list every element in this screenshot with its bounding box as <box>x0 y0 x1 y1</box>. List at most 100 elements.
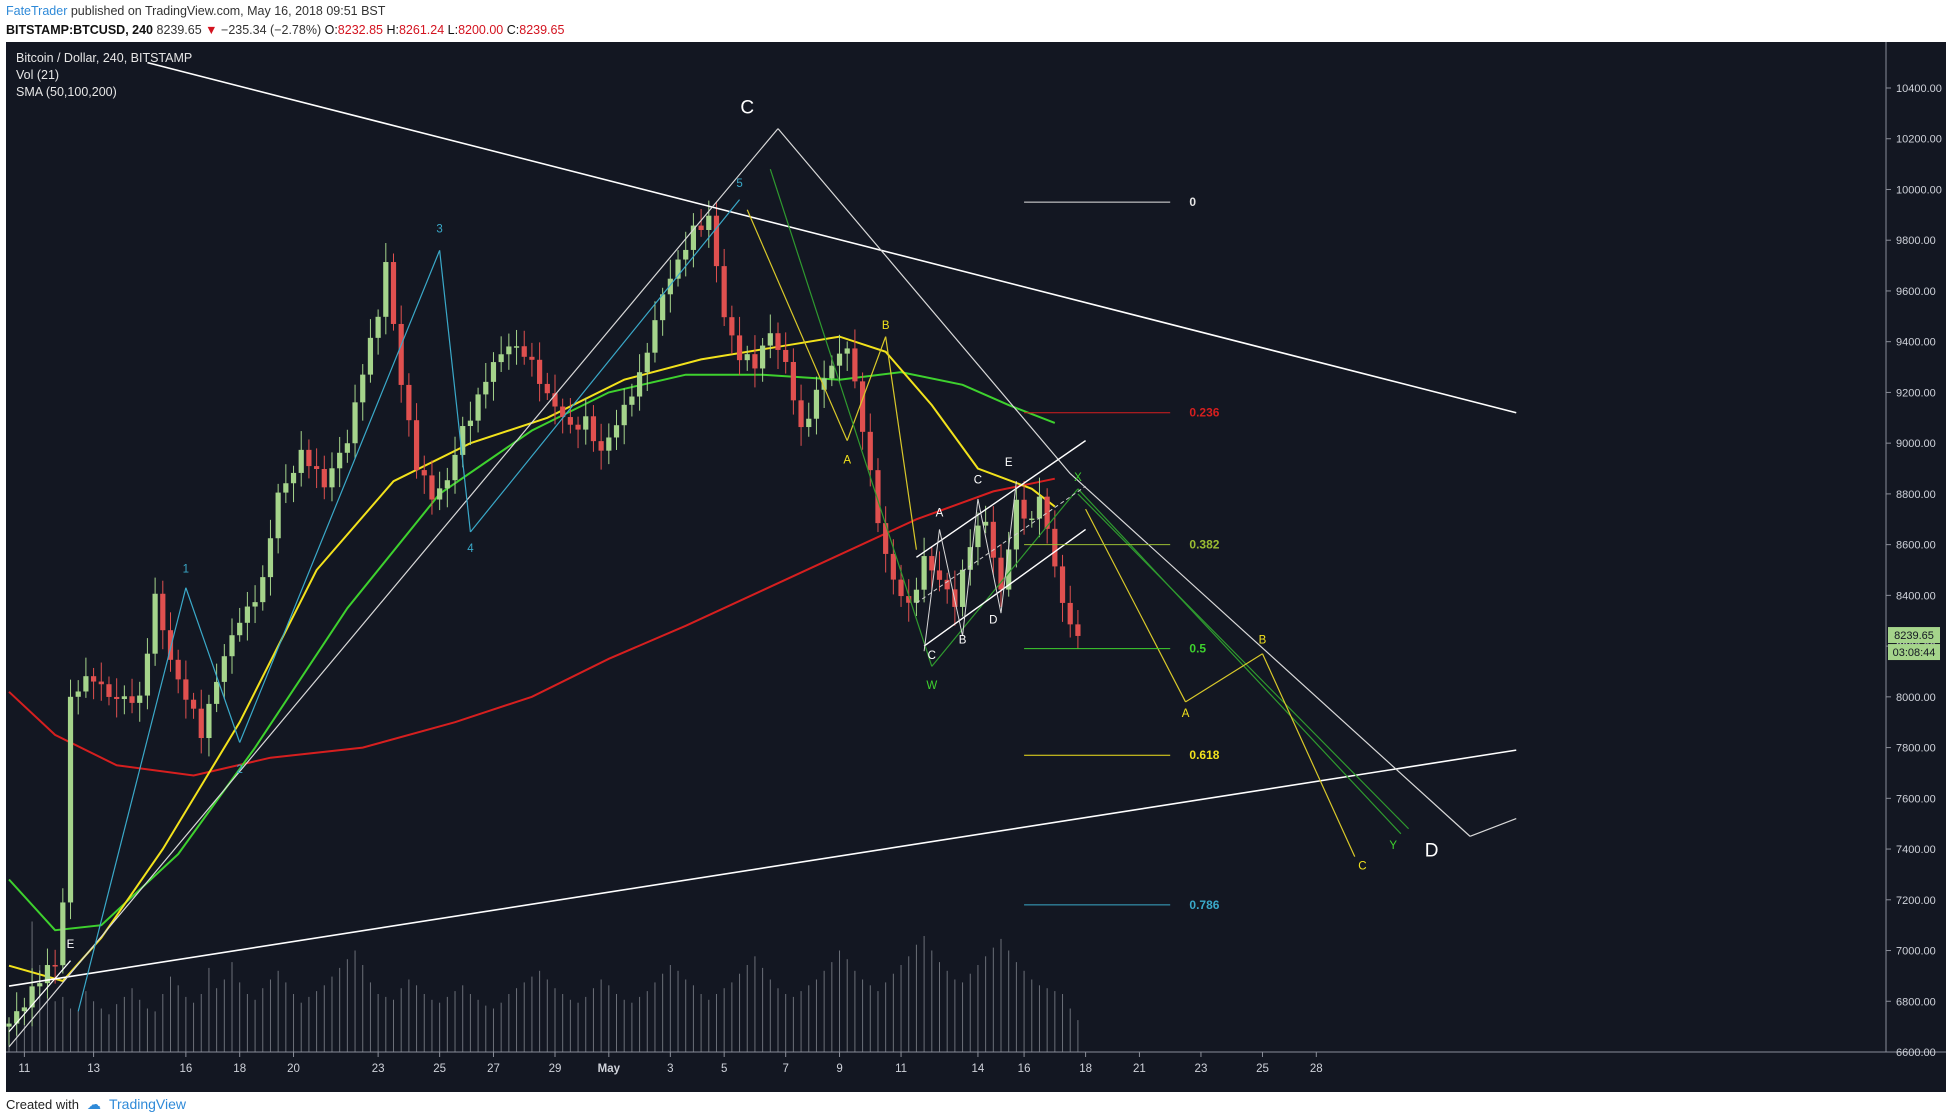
candle-body <box>598 441 604 451</box>
candle-body <box>406 384 412 421</box>
footer: Created with ☁ TradingView <box>6 1092 1946 1116</box>
wave-label: B <box>1259 635 1267 647</box>
candle-body <box>1013 499 1019 550</box>
y-tick-label: 8800.00 <box>1896 489 1936 501</box>
candle-body <box>660 294 666 321</box>
high-value: 8261.24 <box>398 23 445 37</box>
candle-body <box>221 656 227 682</box>
candle-body <box>383 262 389 317</box>
candle-body <box>913 589 920 603</box>
y-tick-label: 9000.00 <box>1896 438 1936 450</box>
candle-body <box>975 525 981 548</box>
candle-body <box>859 381 866 432</box>
candle-body <box>813 389 820 419</box>
price-chart[interactable]: 00.2360.3820.50.6180.786CD12345EBAABCCDE… <box>6 42 1946 1092</box>
close-value: 8239.65 <box>519 23 565 37</box>
candle-body <box>237 622 243 636</box>
close-label: C: <box>506 23 520 37</box>
x-tick-label: 7 <box>782 1063 788 1075</box>
high-label: H: <box>386 23 399 37</box>
candle-body <box>267 538 274 578</box>
last-price-box <box>1888 627 1940 644</box>
candle-body <box>475 394 481 421</box>
x-tick-label: 25 <box>1256 1063 1269 1075</box>
candle-body <box>552 393 558 407</box>
candle-body <box>513 346 520 348</box>
y-tick-label: 7200.00 <box>1896 895 1936 907</box>
symbol-label[interactable]: BITSTAMP:BTCUSD, 240 <box>6 23 154 37</box>
last-price-tag: 8239.65 <box>1894 630 1934 642</box>
y-tick-label: 10400.00 <box>1896 83 1942 95</box>
y-tick-label: 8400.00 <box>1896 590 1936 602</box>
candle-body <box>667 278 673 295</box>
wave-label: A <box>936 508 944 520</box>
x-tick-label: 13 <box>87 1063 100 1075</box>
candle-body <box>360 374 366 403</box>
down-arrow-icon: ▼ <box>205 23 218 37</box>
candle-body <box>314 466 320 470</box>
countdown-tag: 03:08:44 <box>1893 647 1936 659</box>
candle-body <box>636 372 643 397</box>
candle-body <box>890 553 896 580</box>
candle-body <box>21 1007 27 1012</box>
sma-200-line <box>8 477 1056 777</box>
wave-label: A <box>843 454 851 466</box>
candle-body <box>306 449 312 467</box>
candle-body <box>129 696 135 703</box>
triangle-wave-path <box>962 498 979 637</box>
publish-info: published on TradingView.com, May 16, 20… <box>70 4 386 18</box>
low-value: 8200.00 <box>458 23 504 37</box>
impulse-wave-path <box>439 250 471 533</box>
author-link[interactable]: FateTrader <box>6 4 68 18</box>
candle-body <box>490 362 497 382</box>
wave-label: 3 <box>436 224 442 236</box>
triangle-wave-path <box>1000 481 1017 614</box>
candle-body <box>498 354 504 363</box>
wave-label: D <box>1425 841 1439 862</box>
tradingview-logo-icon[interactable]: ☁ <box>86 1095 101 1112</box>
tradingview-link[interactable]: TradingView <box>108 1096 187 1112</box>
drawings <box>8 61 1517 1048</box>
fib-level-label: 0 <box>1189 195 1196 209</box>
candle-body <box>452 454 458 481</box>
candle-body <box>175 659 181 680</box>
candle-body <box>613 425 620 438</box>
abcd-wave-path <box>1069 473 1471 837</box>
candle-body <box>529 356 535 360</box>
candle-body <box>421 470 427 476</box>
candle-body <box>798 400 804 428</box>
candle-body <box>283 483 289 493</box>
candle-body <box>713 215 720 267</box>
candle-body <box>1052 528 1058 567</box>
fib-level-label: 0.786 <box>1189 898 1219 912</box>
candle-body <box>629 396 635 405</box>
y-tick-label: 6600.00 <box>1896 1047 1936 1059</box>
correction-abc-path <box>746 209 848 441</box>
x-tick-label: 3 <box>667 1063 673 1075</box>
candle-body <box>867 431 873 471</box>
candle-body <box>390 262 397 324</box>
x-tick-label: 20 <box>287 1063 300 1075</box>
candle-body <box>183 679 189 700</box>
wave-label: D <box>989 614 997 626</box>
candle-body <box>298 449 304 473</box>
candle-body <box>152 593 158 654</box>
x-tick-label: 16 <box>1018 1063 1031 1075</box>
candle-body <box>83 676 89 692</box>
abcd-wave-path <box>1469 818 1517 837</box>
candle-body <box>821 378 827 390</box>
candle-body <box>706 215 712 230</box>
impulse-wave-path <box>239 250 441 743</box>
x-tick-label: May <box>598 1063 621 1075</box>
y-tick-label: 6800.00 <box>1896 996 1936 1008</box>
wxy-wave-path <box>769 168 933 667</box>
x-tick-label: 9 <box>836 1063 842 1075</box>
wave-label: C <box>740 97 754 118</box>
impulse-wave-path <box>185 587 241 743</box>
projected-abc-path <box>1261 653 1356 857</box>
created-with-text: Created with <box>6 1096 79 1112</box>
candle-body <box>729 317 735 336</box>
chart-header: FateTrader published on TradingView.com,… <box>6 2 1946 42</box>
candle-body <box>883 523 889 554</box>
wave-label: E <box>1005 457 1013 469</box>
